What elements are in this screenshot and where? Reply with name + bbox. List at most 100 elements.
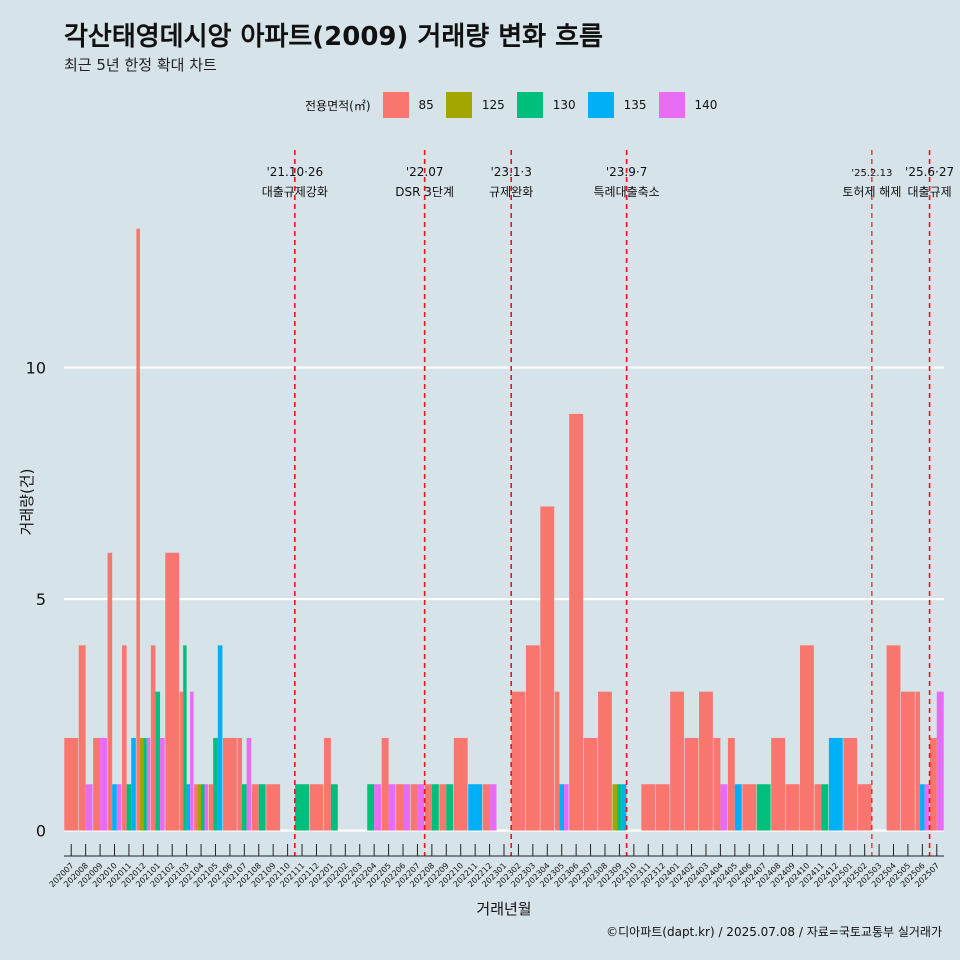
bar-202411-85 (814, 784, 822, 831)
bar-202207-140 (417, 784, 425, 831)
bar-202409-85 (785, 784, 800, 831)
bar-202107-130 (242, 784, 247, 831)
bar-202209-130 (446, 784, 454, 831)
event-label-4: 토허제 해제 (842, 185, 901, 199)
legend-label-125: 125 (481, 98, 505, 112)
bar-202009-85 (93, 737, 101, 831)
event-label-3: 특례대출축소 (593, 185, 659, 199)
bar-202411-130 (821, 784, 829, 831)
legend-swatch-85 (382, 92, 409, 118)
bar-202309-130 (617, 784, 622, 831)
bar-202102-85 (165, 552, 180, 831)
event-label-1: DSR 3단계 (395, 185, 454, 199)
bar-202103-85 (179, 691, 184, 831)
event-date-1: '22.07 (406, 165, 444, 179)
bar-202107-140 (246, 737, 252, 831)
bars (64, 228, 944, 831)
bar-202410-85 (800, 645, 814, 831)
legend-swatch-135 (587, 92, 614, 118)
bar-202011-85 (121, 645, 127, 831)
bar-202312-85 (655, 784, 670, 831)
bar-202103-130 (183, 645, 187, 831)
legend-label-85: 85 (418, 98, 434, 112)
bar-202103-140 (190, 691, 194, 831)
legend-item-135: 135 (587, 92, 647, 118)
source-caption: ©디아파트(dapt.kr) / 2025.07.08 / 자료=국토교통부 실… (606, 925, 942, 939)
bar-202305-85 (554, 691, 560, 831)
bar-202403-85 (699, 691, 713, 831)
y-tick-label-10: 10 (26, 359, 46, 378)
bar-202108-85 (251, 784, 259, 831)
bar-202402-85 (684, 737, 699, 831)
bar-202205-140 (388, 784, 396, 831)
bar-202210-85 (453, 737, 468, 831)
legend-item-85: 85 (382, 92, 434, 118)
event-label-5: 대출규제 (907, 185, 951, 199)
event-date-3: '23.9·7 (606, 165, 647, 179)
legend-item-125: 125 (445, 92, 505, 118)
legend-title: 전용면적(㎡) (305, 98, 371, 113)
bar-202505-85 (901, 691, 915, 831)
bar-202309-135 (621, 784, 627, 831)
bar-202307-85 (583, 737, 598, 831)
x-axis-title: 거래년월 (476, 900, 531, 918)
bar-202012-125 (139, 737, 144, 831)
bar-202105-135 (217, 645, 223, 831)
bar-202204-130 (367, 784, 375, 831)
event-date-5: '25.6·27 (905, 165, 954, 179)
event-date-0: '21.10·26 (266, 165, 323, 179)
event-date-2: '23.1·3 (490, 165, 531, 179)
bar-202101-140 (160, 737, 165, 831)
bar-202309-125 (612, 784, 618, 831)
bar-202106-85 (222, 737, 237, 831)
bar-202008-140 (85, 784, 93, 831)
bar-202111-130 (295, 784, 309, 831)
bar-202010-140 (116, 784, 122, 831)
legend-swatch-130 (516, 92, 543, 118)
bar-202207-85 (410, 784, 418, 831)
bar-202408-85 (771, 737, 786, 831)
bar-202506-85 (915, 691, 921, 831)
y-tick-label-0: 0 (36, 822, 46, 841)
bar-202206-140 (403, 784, 410, 831)
bar-202104-125 (197, 784, 202, 831)
bar-202105-130 (213, 737, 218, 831)
bar-202404-140 (720, 784, 728, 831)
bar-202504-85 (886, 645, 901, 831)
bar-202109-85 (266, 784, 281, 831)
bar-202211-135 (468, 784, 483, 831)
bar-202010-135 (112, 784, 117, 831)
bar-202012-140 (146, 737, 151, 831)
bar-202008-85 (78, 645, 86, 831)
event-date-4: '25.2.13 (851, 168, 892, 179)
event-markers: '21.10·26 대출규제강화 '22.07 DSR 3단계 '23.1·3 규제완화 '… (262, 150, 954, 856)
bar-202407-130 (756, 784, 771, 831)
bar-202209-85 (439, 784, 447, 831)
bar-202103-135 (186, 784, 191, 831)
bar-202212-140 (489, 784, 497, 831)
chart-title: 각산태영데시앙 아파트(2009) 거래량 변화 흐름 (64, 22, 603, 52)
bar-202406-85 (742, 784, 757, 831)
bar-202011-135 (131, 737, 136, 831)
bar-202108-130 (258, 784, 266, 831)
bar-202101-130 (155, 691, 161, 831)
bar-202305-135 (559, 784, 565, 831)
legend-label-135: 135 (623, 98, 647, 112)
bar-202205-85 (381, 737, 389, 831)
bar-202104-85 (194, 784, 198, 831)
bar-202507-85 (929, 737, 937, 831)
bar-202112-85 (309, 784, 324, 831)
bar-202306-85 (569, 413, 584, 831)
event-label-0: 대출규제강화 (262, 185, 328, 199)
bar-202012-130 (143, 737, 147, 831)
bar-202009-140 (100, 737, 107, 831)
bar-202104-130 (201, 784, 205, 831)
bar-202104-140 (204, 784, 208, 831)
bar-202010-85 (107, 552, 113, 831)
bar-202304-85 (540, 506, 555, 831)
bar-202507-140 (936, 691, 944, 831)
bar-202405-135 (734, 784, 742, 831)
bar-202011-130 (126, 784, 132, 831)
bar-202305-140 (564, 784, 569, 831)
